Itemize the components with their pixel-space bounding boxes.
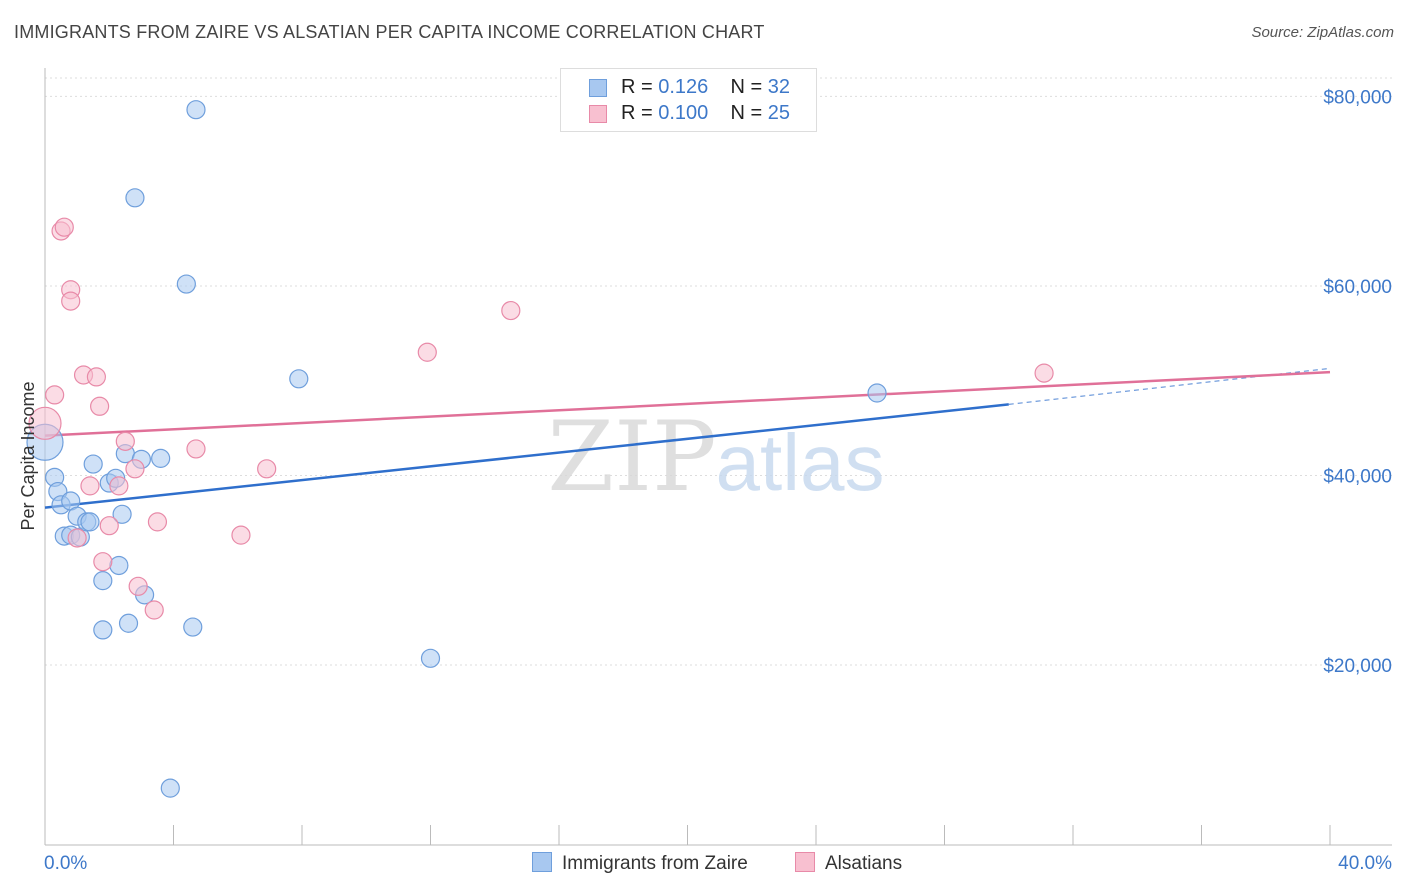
data-point-alsatians bbox=[54, 217, 74, 237]
data-point-alsatians bbox=[45, 385, 65, 405]
data-point-zaire bbox=[109, 555, 129, 576]
data-point-alsatians bbox=[109, 476, 129, 496]
legend-text-zaire: R = 0.126 N = 32 bbox=[621, 76, 791, 98]
watermark-atlas: atlas bbox=[716, 418, 885, 507]
data-point-zaire bbox=[93, 571, 113, 591]
data-point-alsatians bbox=[231, 525, 251, 545]
data-point-alsatians bbox=[186, 439, 206, 459]
data-point-alsatians bbox=[501, 300, 521, 321]
data-point-zaire bbox=[83, 454, 103, 474]
data-point-alsatians bbox=[80, 476, 100, 496]
trend-line-zaire bbox=[44, 403, 1009, 509]
x-tick-label-start: 0.0% bbox=[44, 853, 87, 874]
r-value-zaire: 0.126 bbox=[658, 76, 709, 98]
x-tick-label-end: 40.0% bbox=[1338, 853, 1392, 874]
bottom-legend-label-zaire: Immigrants from Zaire bbox=[562, 853, 748, 874]
y-tick-label: $80,000 bbox=[1323, 87, 1392, 108]
data-point-zaire bbox=[160, 778, 180, 798]
bottom-legend-zaire: Immigrants from Zaire bbox=[532, 852, 748, 875]
data-point-alsatians bbox=[61, 291, 81, 311]
y-tick-labels: $20,000 $40,000 $60,000 $80,000 bbox=[1323, 87, 1392, 677]
trend-lines bbox=[44, 367, 1331, 509]
bottom-legend-alsatians: Alsatians bbox=[795, 852, 902, 875]
bottom-legend-swatch-alsatians bbox=[795, 852, 815, 872]
data-point-zaire bbox=[867, 383, 887, 403]
data-point-alsatians bbox=[125, 459, 145, 479]
y-tick-label: $60,000 bbox=[1323, 277, 1392, 298]
data-point-zaire bbox=[125, 188, 145, 208]
legend-text-alsatians: R = 0.100 N = 25 bbox=[621, 102, 791, 124]
data-point-zaire bbox=[289, 369, 309, 389]
data-point-zaire bbox=[80, 512, 100, 532]
data-point-alsatians bbox=[67, 528, 87, 548]
x-tick-labels: 0.0% 40.0% bbox=[44, 853, 1392, 874]
data-point-zaire bbox=[151, 448, 171, 468]
r-value-alsatians: 0.100 bbox=[658, 102, 709, 124]
source-label: Source: ZipAtlas.com bbox=[1251, 24, 1394, 41]
bottom-legend-label-alsatians: Alsatians bbox=[825, 853, 903, 874]
data-point-zaire bbox=[186, 100, 206, 120]
chart-title: IMMIGRANTS FROM ZAIRE VS ALSATIAN PER CA… bbox=[14, 22, 765, 42]
grid-lines bbox=[45, 77, 1392, 666]
data-point-zaire bbox=[176, 274, 196, 294]
data-point-zaire bbox=[118, 613, 139, 633]
data-point-zaire bbox=[420, 648, 441, 668]
data-point-alsatians bbox=[128, 576, 148, 596]
data-points bbox=[26, 100, 1054, 798]
data-point-alsatians bbox=[144, 600, 164, 620]
data-point-alsatians bbox=[147, 512, 168, 532]
bottom-legend-swatch-zaire bbox=[532, 852, 552, 872]
y-tick-label: $40,000 bbox=[1323, 466, 1392, 487]
data-point-zaire bbox=[183, 617, 203, 637]
y-axis-label: Per Capita Income bbox=[18, 381, 38, 530]
data-point-alsatians bbox=[90, 396, 110, 416]
data-point-alsatians bbox=[115, 431, 135, 451]
data-point-zaire bbox=[93, 620, 113, 640]
data-point-alsatians bbox=[257, 459, 277, 479]
correlation-legend: R = 0.126 N = 32 R = 0.100 N = 25 bbox=[560, 68, 817, 132]
n-value-alsatians: 25 bbox=[767, 102, 791, 124]
watermark-zip: ZIP bbox=[547, 401, 716, 513]
legend-swatch-alsatians bbox=[589, 105, 607, 123]
n-value-zaire: 32 bbox=[767, 76, 791, 98]
watermark: ZIP atlas bbox=[547, 401, 884, 513]
data-point-alsatians bbox=[1034, 363, 1054, 383]
data-point-alsatians bbox=[93, 552, 113, 572]
data-point-alsatians bbox=[28, 406, 62, 440]
y-tick-label: $20,000 bbox=[1323, 656, 1392, 677]
trend-line-alsatians bbox=[44, 370, 1331, 437]
data-point-alsatians bbox=[417, 342, 437, 362]
data-point-zaire bbox=[112, 504, 132, 524]
legend-swatch-zaire bbox=[589, 79, 607, 97]
data-point-alsatians bbox=[86, 367, 107, 387]
data-point-alsatians bbox=[99, 516, 119, 536]
